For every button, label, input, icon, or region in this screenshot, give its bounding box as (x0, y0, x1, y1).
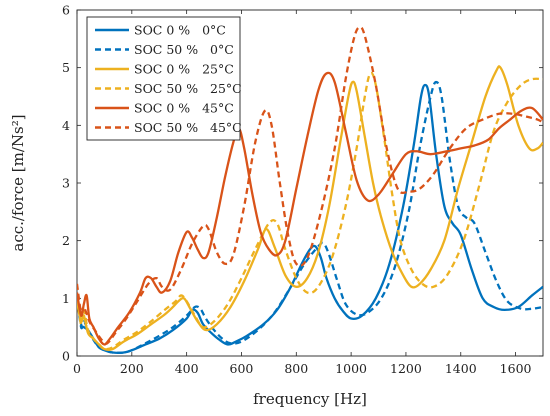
x-tick-label: 1200 (390, 361, 422, 376)
series-layer (77, 25, 543, 354)
legend-label: SOC 50 % 45°C (134, 120, 242, 135)
y-tick-label: 1 (62, 291, 70, 306)
legend-label: SOC 50 % 0°C (134, 42, 234, 57)
y-axis-label: acc./force [m/Ns²] (9, 114, 27, 251)
series-line-5 (77, 71, 543, 346)
legend-label: SOC 0 % 0°C (134, 23, 226, 38)
y-tick-label: 2 (62, 233, 70, 248)
legend-label: SOC 0 % 25°C (134, 62, 234, 77)
x-tick-label: 600 (230, 361, 254, 376)
axis-ticks: 0 200 400 600 800 1000 1200 1400 1600 0 1 2 3 4 5 6 (62, 3, 543, 376)
y-tick-label: 4 (62, 118, 70, 133)
legend-label: SOC 50 % 25°C (134, 81, 242, 96)
y-tick-label: 5 (62, 60, 70, 75)
x-tick-label: 1400 (445, 361, 477, 376)
x-tick-label: 800 (284, 361, 308, 376)
x-tick-label: 0 (73, 361, 81, 376)
x-tick-label: 200 (120, 361, 144, 376)
legend: SOC 0 % 0°C SOC 50 % 0°C SOC 0 % 25°C SOC 5… (86, 16, 242, 141)
x-tick-label: 1600 (500, 361, 532, 376)
y-tick-label: 3 (62, 176, 70, 191)
x-tick-label: 1000 (335, 361, 367, 376)
series-line-4 (77, 71, 543, 351)
series-line-3 (77, 65, 543, 351)
x-tick-label: 400 (175, 361, 199, 376)
series-line-6 (77, 25, 543, 345)
x-axis-label: frequency [Hz] (253, 390, 367, 408)
legend-label: SOC 0 % 45°C (134, 101, 234, 116)
legend-box (86, 16, 241, 141)
y-tick-label: 6 (62, 3, 70, 18)
y-tick-label: 0 (62, 349, 70, 364)
